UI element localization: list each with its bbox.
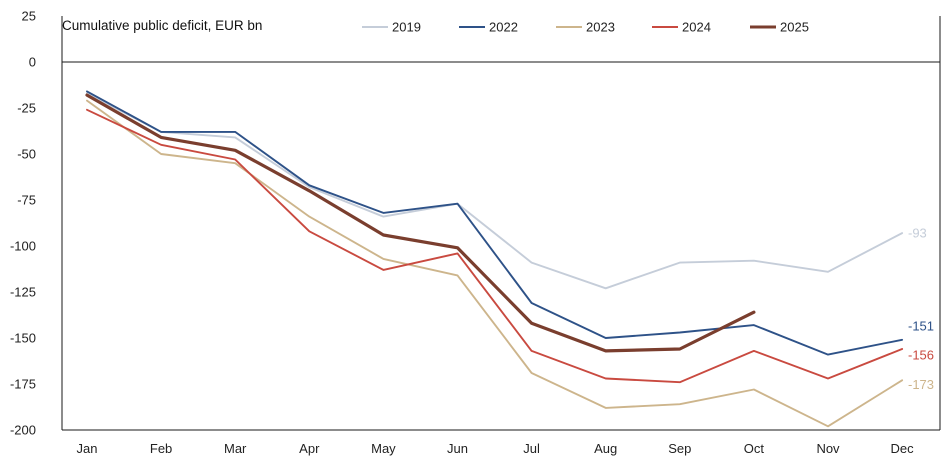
y-tick-label: -125 — [10, 285, 36, 300]
y-tick-label: -50 — [17, 147, 36, 162]
x-tick-label: Feb — [150, 441, 172, 456]
x-tick-label: Dec — [891, 441, 915, 456]
series-line-2024 — [86, 108, 904, 384]
legend: 2019 2022 2023 2024 2025 — [362, 20, 809, 35]
y-tick-label: -75 — [17, 193, 36, 208]
series-line-2019 — [86, 92, 904, 290]
y-tick-label: 0 — [29, 55, 36, 70]
end-label-2022: -151 — [908, 318, 934, 333]
legend-label-2019: 2019 — [392, 20, 421, 35]
x-tick-label: Jan — [77, 441, 98, 456]
x-tick-label: Jul — [523, 441, 540, 456]
series-line-2023 — [86, 99, 904, 428]
x-tick-label: Apr — [299, 441, 320, 456]
y-tick-label: -25 — [17, 101, 36, 116]
y-tick-label: -200 — [10, 423, 36, 438]
x-tick-label: Aug — [594, 441, 617, 456]
chart-title: Cumulative public deficit, EUR bn — [62, 18, 262, 33]
x-tick-label: Nov — [816, 441, 840, 456]
y-tick-label: -150 — [10, 331, 36, 346]
y-tick-label: 25 — [22, 9, 36, 24]
x-tick-label: Sep — [668, 441, 691, 456]
series-group — [85, 90, 904, 428]
legend-label-2022: 2022 — [489, 20, 518, 35]
legend-label-2024: 2024 — [682, 20, 711, 35]
y-tick-label: -100 — [10, 239, 36, 254]
series-line-2022 — [86, 90, 904, 356]
x-tick-label: Oct — [744, 441, 765, 456]
legend-label-2023: 2023 — [586, 20, 615, 35]
axes: 25 0 -25 -50 -75 -100 -125 -150 -175 -200 Jan Feb Ma… — [10, 9, 941, 456]
x-tick-label: Jun — [447, 441, 468, 456]
x-tick-label: Mar — [224, 441, 247, 456]
end-label-2024: -156 — [908, 348, 934, 363]
x-tick-label: May — [371, 441, 396, 456]
end-label-2019: -93 — [908, 226, 927, 241]
end-labels: -93 -151 -173 -156 — [908, 226, 934, 392]
y-tick-label: -175 — [10, 377, 36, 392]
series-line-2025 — [85, 93, 756, 353]
legend-label-2025: 2025 — [780, 20, 809, 35]
end-label-2023: -173 — [908, 377, 934, 392]
